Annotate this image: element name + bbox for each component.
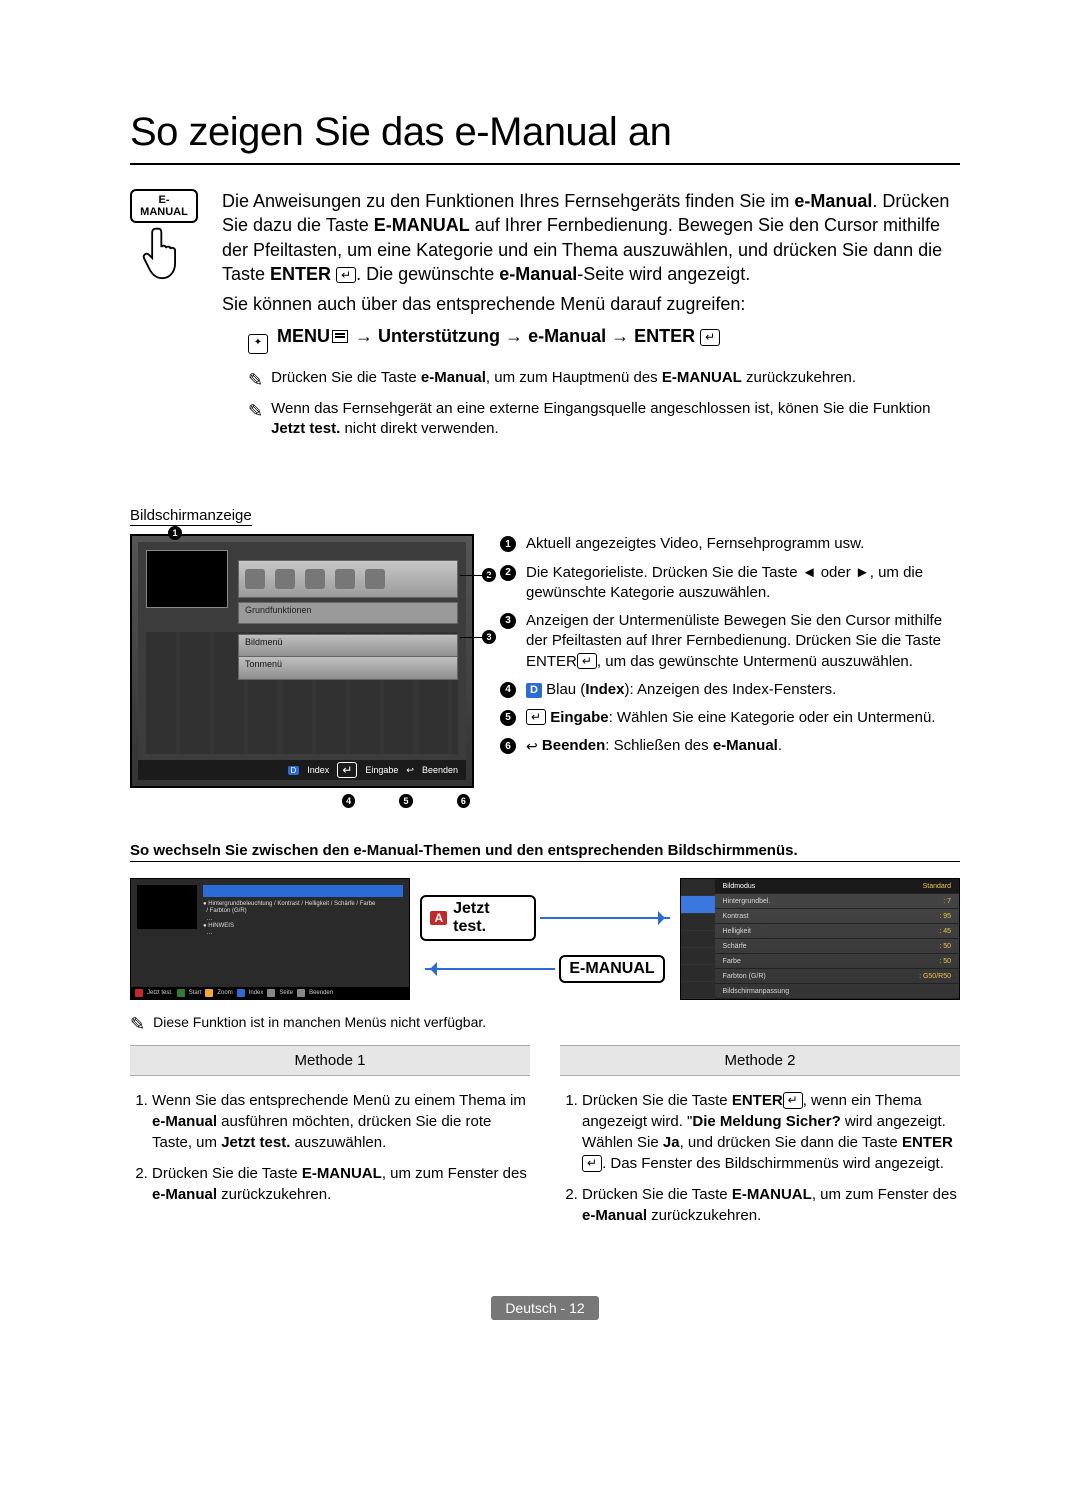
t: . Die gewünschte <box>356 264 499 284</box>
note-1: ✎ Drücken Sie die Taste e-Manual, um zum… <box>248 368 960 392</box>
t: e-Manual <box>794 191 872 211</box>
jetzt-test-badge: AJetzt test. <box>420 895 536 941</box>
tv-screenshot: Grundfunktionen Bildmenü Tonmenü DIndex … <box>130 534 470 808</box>
callout-6: 6 <box>457 794 470 808</box>
t: Jetzt test. <box>271 420 340 437</box>
screen-row: Grundfunktionen Bildmenü Tonmenü DIndex … <box>130 534 960 808</box>
intro-block: E-MANUAL Die Anweisungen zu den Funktion… <box>130 189 960 445</box>
page: So zeigen Sie das e-Manual an E-MANUAL D… <box>0 0 1080 1380</box>
method-2-header: Methode 2 <box>560 1045 960 1076</box>
t: Eingabe <box>365 765 398 775</box>
intro-text: Die Anweisungen zu den Funktionen Ihres … <box>222 189 960 445</box>
note-icon: ✎ <box>130 1014 145 1035</box>
legend-1: Aktuell angezeigtes Video, Fernsehprogra… <box>526 534 864 554</box>
method-2: Methode 2 Drücken Sie die Taste ENTER↵, … <box>560 1045 960 1236</box>
t: → <box>611 326 634 346</box>
t: MENU <box>277 326 330 346</box>
m2-step-1: Drücken Sie die Taste ENTER↵, wenn ein T… <box>582 1090 960 1174</box>
t: Unterstützung <box>378 326 500 346</box>
note-icon: ✎ <box>248 399 263 440</box>
t: ENTER <box>634 326 695 346</box>
mini-emanual-screen: ● Hintergrundbeleuchtung / Kontrast / He… <box>130 878 410 1000</box>
enter-icon: ↵ <box>336 267 356 283</box>
callout-5: 5 <box>399 794 412 808</box>
legend-2: Die Kategorieliste. Drücken Sie die Tast… <box>526 563 960 604</box>
t: -Seite wird angezeigt. <box>577 264 750 284</box>
legend: 1Aktuell angezeigtes Video, Fernsehprogr… <box>500 534 960 764</box>
note-2: ✎ Wenn das Fernsehgerät an eine externe … <box>248 399 960 440</box>
t: Die Anweisungen zu den Funktionen Ihres … <box>222 191 794 211</box>
callout-4: 4 <box>342 794 355 808</box>
page-title: So zeigen Sie das e-Manual an <box>130 110 960 155</box>
hand-icon <box>140 225 190 280</box>
t: ENTER <box>270 264 331 284</box>
t: zurückzukehren. <box>742 369 856 386</box>
legend-3: Anzeigen der Untermenüliste Bewegen Sie … <box>526 611 960 672</box>
t: e-Manual <box>421 369 486 386</box>
emanual-badge: E-MANUAL <box>559 955 664 983</box>
swap-illustration: ● Hintergrundbeleuchtung / Kontrast / He… <box>130 878 960 1000</box>
legend-5: ↵ Eingabe: Wählen Sie eine Kategorie ode… <box>526 708 935 728</box>
legend-6: ↩ Beenden: Schließen des e-Manual. <box>526 736 782 756</box>
menu-icon <box>332 330 348 343</box>
tv-footer: DIndex ↵Eingabe ↩Beenden <box>138 760 466 780</box>
page-footer: Deutsch - 12 <box>130 1296 960 1320</box>
m1-step-2: Drücken Sie die Taste E-MANUAL, um zum F… <box>152 1163 530 1205</box>
screen-display-label: Bildschirmanzeige <box>130 507 252 526</box>
config-icon: ✦ <box>248 334 268 354</box>
t: e-Manual <box>528 326 606 346</box>
center-badges: AJetzt test. E-MANUAL <box>420 895 669 983</box>
menu-path: ✦ MENU → Unterstützung → e-Manual → ENTE… <box>248 326 960 354</box>
t: Drücken Sie die Taste <box>271 369 421 386</box>
category-label: Grundfunktionen <box>238 602 458 624</box>
remote-illustration: E-MANUAL <box>130 189 198 285</box>
t: Index <box>307 765 329 775</box>
remote-button-label: E-MANUAL <box>130 189 198 223</box>
t: e-Manual <box>499 264 577 284</box>
t: E-MANUAL <box>662 369 742 386</box>
t: Diese Funktion ist in manchen Menüs nich… <box>153 1014 486 1035</box>
t: nicht direkt verwenden. <box>340 420 498 437</box>
t: Wenn das Fernsehgerät an eine externe Ei… <box>271 400 930 417</box>
tv-preview-thumb <box>146 550 228 608</box>
method-1-header: Methode 1 <box>130 1045 530 1076</box>
legend-4: D Blau (Index): Anzeigen des Index-Fenst… <box>526 680 836 700</box>
submenu-2: Tonmenü <box>238 656 458 680</box>
swap-title: So wechseln Sie zwischen den e-Manual-Th… <box>130 842 960 862</box>
m2-step-2: Drücken Sie die Taste E-MANUAL, um zum F… <box>582 1184 960 1226</box>
methods: Methode 1 Wenn Sie das entsprechende Men… <box>130 1045 960 1236</box>
t: E-MANUAL <box>374 215 470 235</box>
t: , um zum Hauptmenü des <box>486 369 662 386</box>
t: Sie können auch über das entsprechende M… <box>222 292 960 316</box>
enter-icon: ↵ <box>700 329 720 345</box>
note-icon: ✎ <box>248 368 263 392</box>
arrow-left-icon <box>425 960 555 978</box>
mini-osd-screen: BildmodusStandardHintergrundbel.: 7Kontr… <box>680 878 960 1000</box>
t: → <box>355 326 378 346</box>
t: Beenden <box>422 765 458 775</box>
m1-step-1: Wenn Sie das entsprechende Menü zu einem… <box>152 1090 530 1153</box>
footer-lang: Deutsch - 12 <box>491 1296 598 1320</box>
submenu-1: Bildmenü <box>238 634 458 658</box>
method-1: Methode 1 Wenn Sie das entsprechende Men… <box>130 1045 530 1236</box>
arrow-right-icon <box>540 909 669 927</box>
small-note: ✎ Diese Funktion ist in manchen Menüs ni… <box>130 1014 960 1035</box>
t: → <box>505 326 528 346</box>
category-bar <box>238 560 458 598</box>
title-rule <box>130 163 960 165</box>
